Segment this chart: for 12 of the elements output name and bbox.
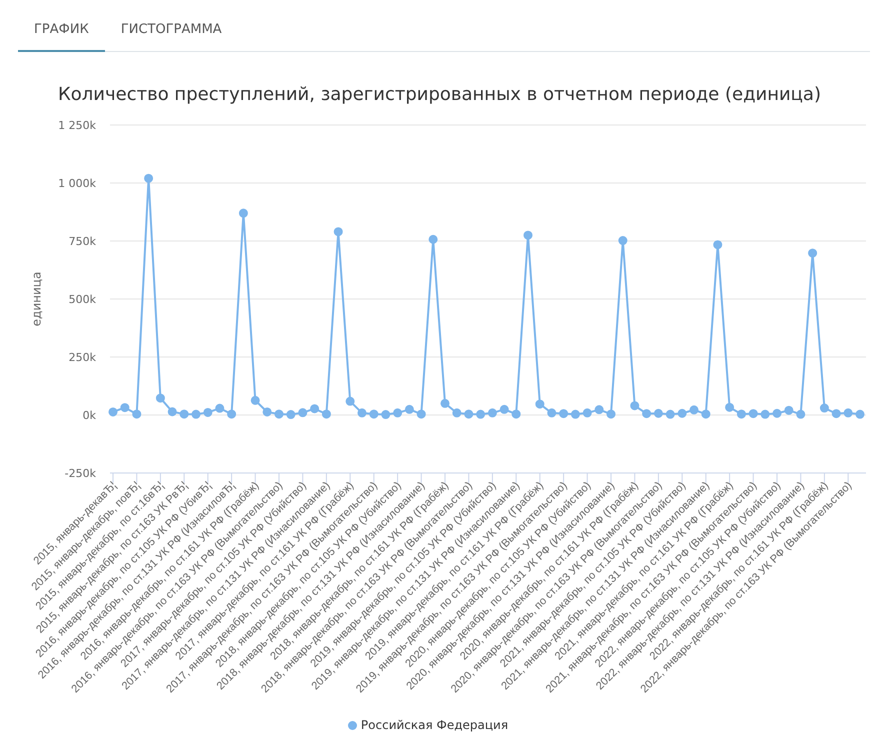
y-tick-label: 1 000k [58,176,97,190]
y-tick-label: 500k [68,292,97,306]
chart-title: Количество преступлений, зарегистрированных в отчетном периоде (единица) [57,83,822,107]
y-tick-label: 750k [68,234,97,248]
tab[interactable]: ГИСТОГРАММА [104,0,238,52]
y-tick-label: -250k [64,466,97,480]
legend-label: Российская Федерация [360,718,508,732]
y-axis-title: единица [29,272,44,326]
tab[interactable]: ГРАФИК [18,0,105,52]
y-tick-label: 1 250k [58,118,97,132]
y-tick-label: 250k [68,350,97,364]
y-tick-label: 0k [82,408,97,422]
